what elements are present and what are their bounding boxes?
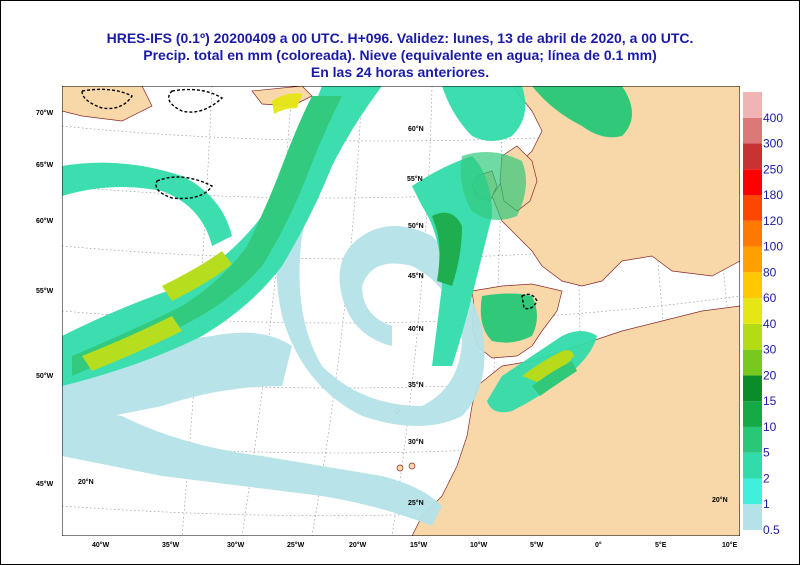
precipitation-field (62, 86, 632, 526)
bottom-label-40w: 40°W (92, 541, 110, 549)
bottom-label-30w: 30°W (227, 541, 245, 549)
legend-swatch (743, 298, 762, 324)
legend-label: 60 (763, 291, 777, 305)
legend-label: 30 (763, 343, 777, 357)
title-line-2: Precip. total en mm (coloreada). Nieve (… (143, 47, 657, 63)
legend-label: 15 (763, 394, 777, 408)
legend-swatch (743, 169, 762, 196)
left-label-55w: 55°W (36, 287, 54, 295)
lat-label-40n: 40°N (408, 325, 424, 333)
color-legend: 0.5 1 2 5 10 15 20 30 40 60 80 100 120 180 250 300 400 (743, 92, 783, 536)
bottom-label-10e: 10°E (722, 541, 738, 549)
bottom-label-25w: 25°W (287, 541, 305, 549)
bottom-label-35w: 35°W (162, 541, 180, 549)
left-label-45w: 45°W (36, 480, 54, 488)
legend-swatch (743, 349, 762, 376)
legend-swatch (743, 117, 762, 144)
lat-label-55n: 55°N (407, 175, 423, 183)
canary-island (396, 464, 404, 472)
legend-label: 10 (763, 420, 777, 434)
left-axis: 70°W 65°W 60°W 55°W 50°W 45°W (36, 109, 54, 488)
left-label-50w: 50°W (36, 372, 54, 380)
precipitation-map: 60°N 55°N 50°N 45°N 40°N 35°N 30°N 25°N … (62, 86, 740, 536)
legend-swatch (743, 143, 762, 170)
legend-label: 120 (763, 214, 783, 228)
legend-swatch (743, 272, 762, 299)
legend-swatch (743, 452, 762, 479)
legend-label: 0.5 (763, 523, 780, 536)
bottom-label-5w: 5°W (530, 541, 544, 549)
legend-label: 2 (763, 471, 770, 485)
legend-label: 5 (763, 446, 770, 460)
bottom-label-5e: 5°E (655, 541, 667, 549)
legend-swatch (743, 246, 762, 273)
legend-label: 1 (763, 497, 770, 511)
legend-swatch (743, 504, 762, 530)
legend-label: 250 (763, 162, 783, 176)
legend-label: 80 (763, 265, 777, 279)
lat-label-30n: 30°N (408, 438, 424, 446)
left-label-70w: 70°W (36, 109, 54, 117)
legend-swatch (743, 401, 762, 427)
bottom-label-20w: 20°W (349, 541, 367, 549)
left-label-65w: 65°W (36, 161, 54, 169)
legend-label: 400 (763, 111, 783, 125)
canary-island (408, 462, 416, 470)
lat-label-25n: 25°N (408, 499, 424, 507)
legend-label: 180 (763, 188, 783, 202)
legend-swatch (743, 478, 762, 505)
lat-label-20n-west: 20°N (78, 478, 94, 486)
lat-label-45n: 45°N (408, 272, 424, 280)
legend-swatch (743, 323, 762, 350)
lat-label-50n: 50°N (408, 222, 424, 230)
bottom-label-15w: 15°W (410, 541, 428, 549)
lat-label-60n: 60°N (408, 125, 424, 133)
bottom-label-10w: 10°W (470, 541, 488, 549)
legend-swatch (743, 92, 762, 118)
legend-label: 300 (763, 137, 783, 151)
bottom-axis: 40°W 35°W 30°W 25°W 20°W 15°W 10°W 5°W 0… (92, 541, 738, 549)
legend-label: 20 (763, 368, 777, 382)
legend-label: 100 (763, 240, 783, 254)
legend-swatch (743, 426, 762, 453)
snow-contours (81, 88, 538, 310)
greenland-land (62, 86, 153, 122)
legend-label: 40 (763, 317, 777, 331)
legend-swatch (743, 375, 762, 402)
title-line-1: HRES-IFS (0.1º) 20200409 a 00 UTC. H+096… (106, 30, 694, 46)
lat-label-20n-east: 20°N (712, 496, 728, 504)
title-line-3: En las 24 horas anteriores. (310, 64, 490, 80)
lat-label-35n: 35°N (408, 381, 424, 389)
bottom-label-0: 0° (595, 541, 602, 549)
left-label-60w: 60°W (36, 217, 54, 225)
interior-lat-labels: 60°N 55°N 50°N 45°N 40°N 35°N 30°N 25°N … (78, 125, 728, 507)
legend-swatch (743, 220, 762, 247)
legend-swatch (743, 195, 762, 221)
